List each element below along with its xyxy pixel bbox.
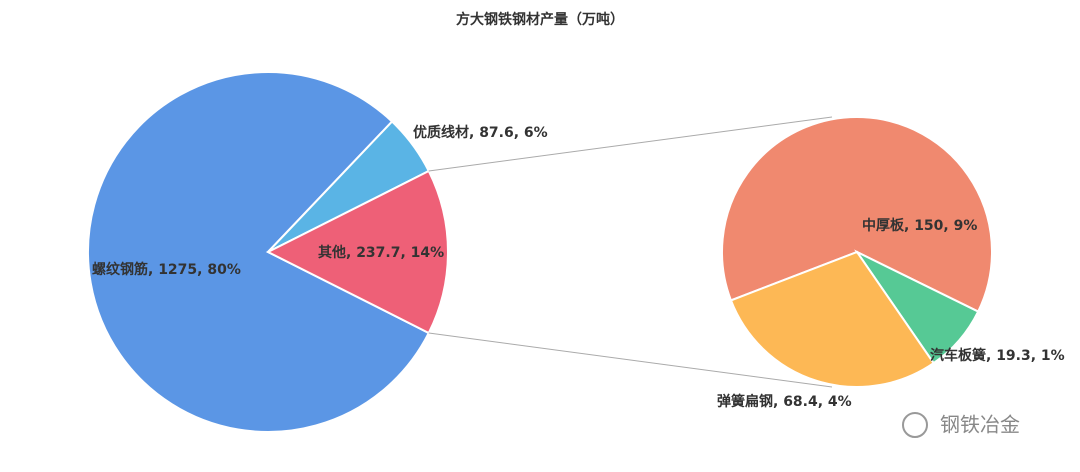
watermark-icon xyxy=(902,412,928,438)
data-label: 其他, 237.7, 14% xyxy=(318,244,444,261)
pie-slice xyxy=(729,250,936,388)
watermark-text: 钢铁冶金 xyxy=(940,413,1020,437)
connector-line xyxy=(428,332,833,388)
connector-line xyxy=(428,116,833,172)
watermark: 钢铁冶金 xyxy=(902,412,1020,438)
data-label: 优质线材, 87.6, 6% xyxy=(413,124,548,141)
pie-slice xyxy=(265,169,449,335)
data-label: 弹簧扁钢, 68.4, 4% xyxy=(717,393,852,410)
pie-slice xyxy=(87,71,431,433)
data-label: 中厚板, 150, 9% xyxy=(862,217,977,234)
data-label: 螺纹钢筋, 1275, 80% xyxy=(92,261,241,278)
pie-slice xyxy=(721,116,993,313)
chart-title: 方大钢铁钢材产量（万吨） xyxy=(456,11,624,28)
data-label: 汽车板簧, 19.3, 1% xyxy=(930,347,1065,364)
